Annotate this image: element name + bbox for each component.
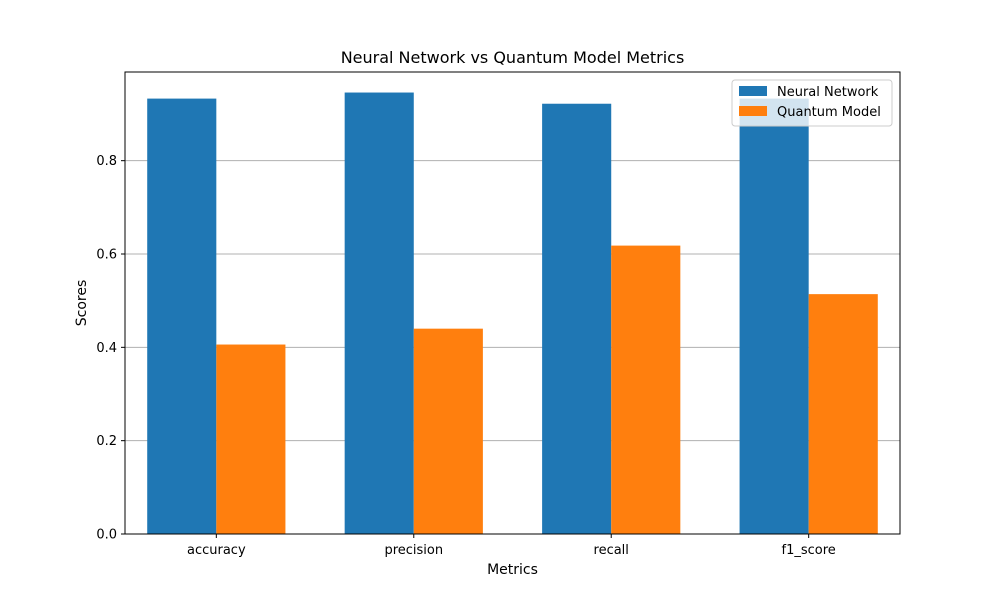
y-tick-label: 0.2 xyxy=(96,434,117,449)
x-axis-label: Metrics xyxy=(487,562,538,578)
y-tick-label: 0.8 xyxy=(96,154,117,169)
bar-quantum-model-accuracy xyxy=(216,344,286,534)
y-tick-label: 0.4 xyxy=(96,341,117,356)
y-tick-label: 0.0 xyxy=(96,528,117,543)
y-axis-label: Scores xyxy=(74,280,90,327)
x-tick-label: recall xyxy=(594,543,629,558)
legend-box xyxy=(731,79,893,127)
legend-swatch-quantum-model xyxy=(739,106,767,116)
bars xyxy=(147,92,878,535)
legend-swatch-neural-network xyxy=(739,86,767,96)
legend-label-quantum-model: Quantum Model xyxy=(777,105,881,120)
legend: Neural Network Quantum Model xyxy=(731,79,893,127)
bar-neural-network-recall xyxy=(542,103,612,534)
bar-neural-network-precision xyxy=(344,92,414,535)
x-axis-ticks: accuracy precision recall f1_score xyxy=(187,534,836,558)
bar-quantum-model-f1-score xyxy=(808,294,878,534)
bar-quantum-model-precision xyxy=(413,328,483,534)
bar-neural-network-f1-score xyxy=(739,98,809,534)
y-tick-label: 0.6 xyxy=(96,248,117,263)
x-tick-label: f1_score xyxy=(782,543,836,558)
x-tick-label: precision xyxy=(384,543,443,558)
plot-frame xyxy=(124,71,901,535)
legend-label-neural-network: Neural Network xyxy=(777,85,879,100)
y-axis-ticks: 0.0 0.2 0.4 0.6 0.8 xyxy=(96,154,125,543)
bar-neural-network-accuracy xyxy=(147,98,217,534)
x-tick-label: accuracy xyxy=(187,543,246,558)
chart-title: Neural Network vs Quantum Model Metrics xyxy=(341,48,685,67)
bar-quantum-model-recall xyxy=(611,245,681,534)
